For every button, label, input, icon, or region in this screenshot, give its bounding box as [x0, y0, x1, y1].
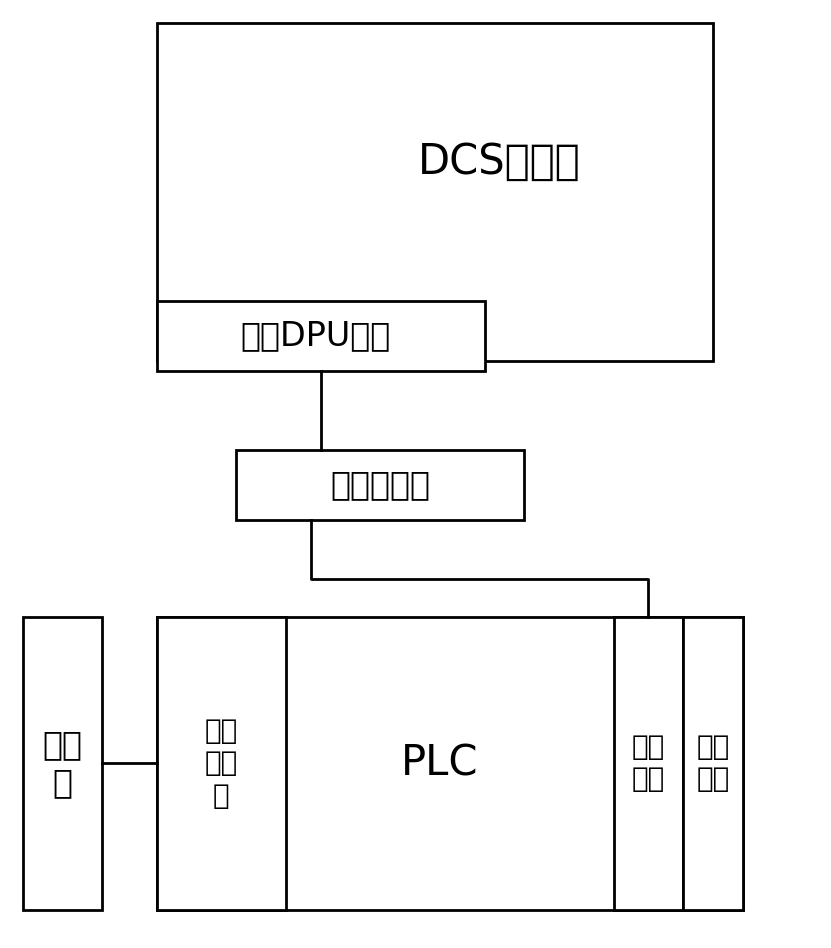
Bar — [157, 617, 286, 910]
Text: 通讯
模块: 通讯 模块 — [632, 733, 665, 793]
Text: 处理
器模
块: 处理 器模 块 — [204, 717, 238, 810]
Text: 虚拟DPU程序: 虚拟DPU程序 — [240, 319, 391, 353]
Text: 串口服务器: 串口服务器 — [330, 468, 430, 501]
Text: DCS服务器: DCS服务器 — [418, 141, 581, 183]
Bar — [236, 450, 524, 520]
Bar — [157, 23, 713, 360]
Bar — [22, 617, 102, 910]
Bar — [157, 301, 484, 371]
Bar — [613, 617, 683, 910]
Text: 电源
模块: 电源 模块 — [696, 733, 730, 793]
Text: 工控
机: 工控 机 — [42, 728, 82, 799]
Bar — [157, 617, 743, 910]
Bar — [683, 617, 743, 910]
Text: PLC: PLC — [401, 742, 479, 784]
